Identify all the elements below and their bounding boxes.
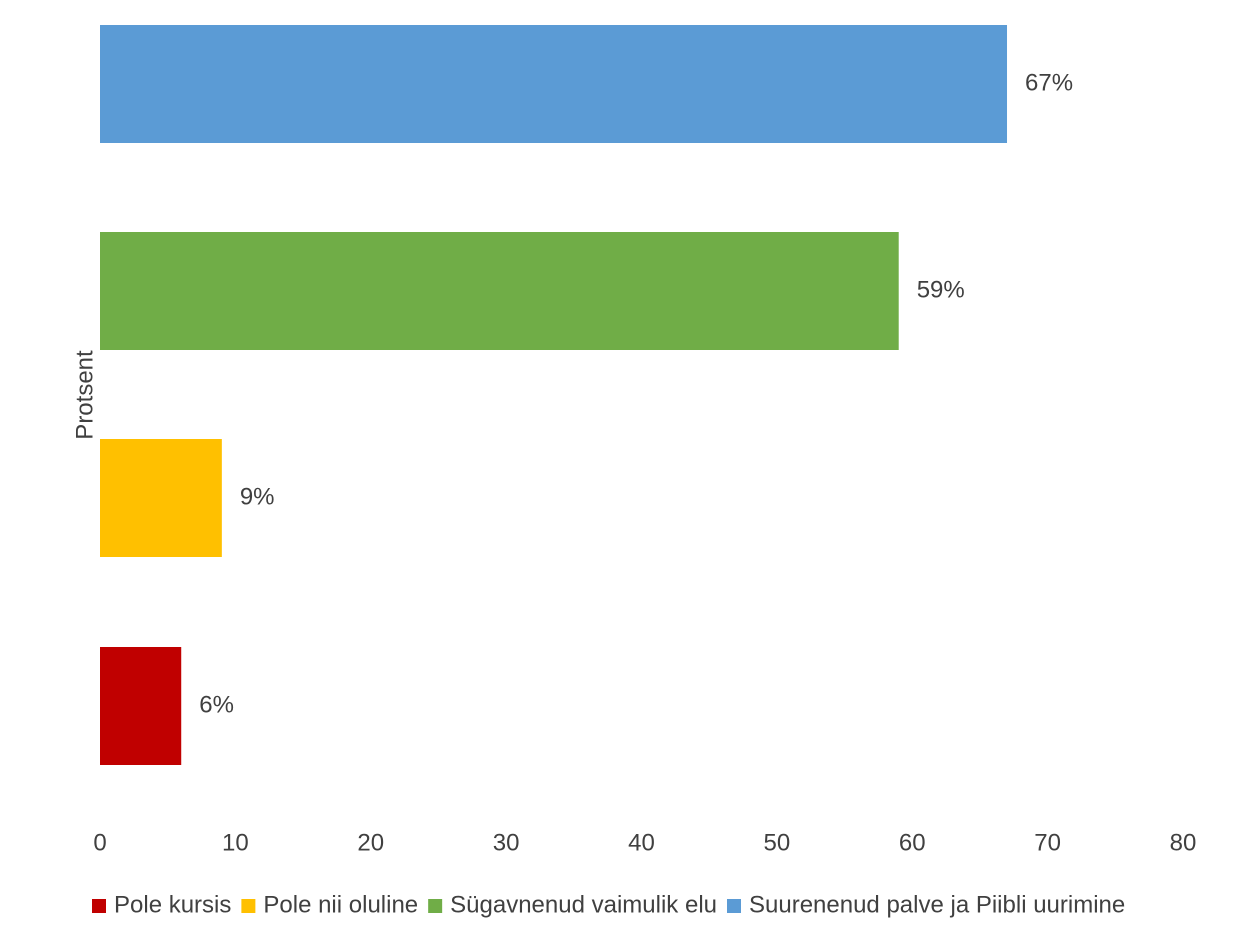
x-tick-label-3: 30 — [493, 829, 520, 856]
y-axis-title: Protsent — [71, 350, 98, 440]
legend-swatch-2 — [428, 899, 443, 913]
x-tick-label-1: 10 — [222, 829, 249, 856]
legend-label-0: Pole kursis — [114, 891, 231, 918]
data-label-2: 59% — [917, 276, 965, 303]
x-tick-label-6: 60 — [899, 829, 926, 856]
legend-swatch-3 — [727, 899, 741, 913]
data-label-0: 6% — [199, 691, 234, 718]
x-tick-label-4: 40 — [628, 829, 655, 856]
data-labels-group: 6% 9% 59% 67% — [199, 69, 1073, 718]
x-axis-ticks: 0 10 20 30 40 50 60 70 80 — [93, 829, 1196, 856]
x-tick-label-2: 20 — [357, 829, 384, 856]
legend-swatch-0 — [92, 899, 106, 913]
bar-1 — [100, 439, 222, 557]
legend-swatch-1 — [241, 899, 256, 913]
legend-label-1: Pole nii oluline — [263, 891, 418, 918]
x-tick-label-5: 50 — [764, 829, 791, 856]
legend-label-2: Sügavnenud vaimulik elu — [450, 891, 717, 918]
x-tick-label-8: 80 — [1170, 829, 1197, 856]
legend-label-3: Suurenenud palve ja Piibli uurimine — [749, 891, 1125, 918]
bar-0 — [100, 647, 182, 765]
bars-group — [100, 25, 1008, 765]
x-tick-label-0: 0 — [93, 829, 106, 856]
data-label-3: 67% — [1025, 69, 1073, 96]
x-tick-label-7: 70 — [1034, 829, 1061, 856]
data-label-1: 9% — [240, 483, 275, 510]
legend: Pole kursis Pole nii oluline Sügavnenud va… — [92, 891, 1125, 918]
bar-2 — [100, 232, 899, 350]
bar-3 — [100, 25, 1008, 143]
